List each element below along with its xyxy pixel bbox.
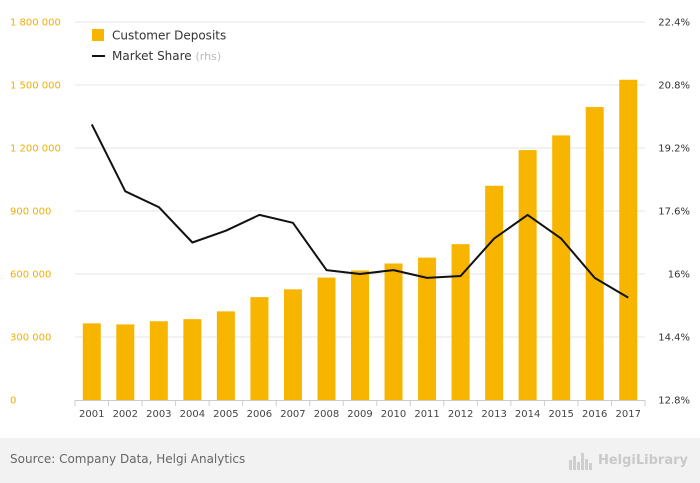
bar [283,289,302,400]
y-right-tick-label: 16% [668,270,690,281]
bar [351,270,369,400]
y-left-tick-label: 900 000 [10,207,51,218]
bar [384,263,403,400]
brand-logo: HelgiLibrary [568,448,688,472]
x-tick-label: 2010 [381,409,406,420]
source-note: Source: Company Data, Helgi Analytics [10,452,246,466]
axes: 0 300 000 600 000 900 000 1 200 000 1 500 000… [10,18,690,421]
y-left-tick-label: 0 [10,396,16,407]
market-share-line [90,123,629,299]
x-tick-label: 2008 [314,409,339,420]
x-tick-label: 2014 [515,409,540,420]
bar [216,311,235,400]
y-left-tick-label: 1 200 000 [10,144,61,155]
bar [183,319,202,400]
y-left-tick-label: 600 000 [10,270,51,281]
footer: Source: Company Data, Helgi Analytics He… [0,438,700,483]
bars [82,79,638,401]
bar [585,107,604,401]
x-tick-label: 2007 [280,409,305,420]
y-left-tick-label: 300 000 [10,333,51,344]
bar [250,297,269,400]
x-tick-label: 2004 [180,409,205,420]
chart: 0 300 000 600 000 900 000 1 200 000 1 500 000… [10,18,690,421]
bar [149,321,168,400]
y-right-tick-label: 22.4% [658,18,690,29]
legend: Customer Deposits Market Share (rhs) [92,29,226,63]
x-tick-label: 2017 [616,409,641,420]
bar [82,323,101,400]
y-left-tick-label: 1 500 000 [10,81,61,92]
bar [317,277,336,400]
legend-rhs-note: (rhs) [196,50,222,63]
legend-swatch-deposits [92,29,104,41]
y-right-tick-label: 20.8% [658,81,690,92]
market-share-path [90,123,629,299]
x-tick-label: 2016 [582,409,607,420]
x-tick-label: 2009 [347,409,372,420]
x-tick-label: 2005 [213,409,238,420]
bar [485,185,504,400]
brand-name: HelgiLibrary [597,452,688,468]
x-tick-label: 2006 [247,409,272,420]
x-tick-label: 2013 [481,409,506,420]
y-right-tick-label: 14.4% [658,333,690,344]
bar [518,150,537,400]
legend-label-market-share: Market Share (rhs) [112,49,221,63]
y-right-tick-label: 17.6% [658,207,690,218]
x-tick-label: 2001 [79,409,104,420]
y-left-tick-label: 1 800 000 [10,18,61,29]
bar [116,324,135,400]
y-right-tick-label: 12.8% [658,396,690,407]
legend-label-deposits: Customer Deposits [112,29,226,43]
bar [619,79,638,400]
x-tick-label: 2015 [548,409,573,420]
x-tick-label: 2003 [146,409,171,420]
x-tick-label: 2011 [414,409,439,420]
bar [451,244,470,400]
city-skyline-icon [568,453,592,470]
x-tick-label: 2002 [113,409,138,420]
bar [418,257,437,400]
bar [552,135,571,400]
grid [75,21,645,338]
y-right-tick-label: 19.2% [658,144,690,155]
x-tick-label: 2012 [448,409,473,420]
